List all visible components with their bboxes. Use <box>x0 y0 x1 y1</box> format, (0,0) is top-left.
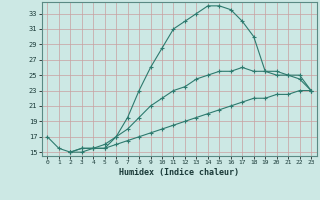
X-axis label: Humidex (Indice chaleur): Humidex (Indice chaleur) <box>119 168 239 177</box>
